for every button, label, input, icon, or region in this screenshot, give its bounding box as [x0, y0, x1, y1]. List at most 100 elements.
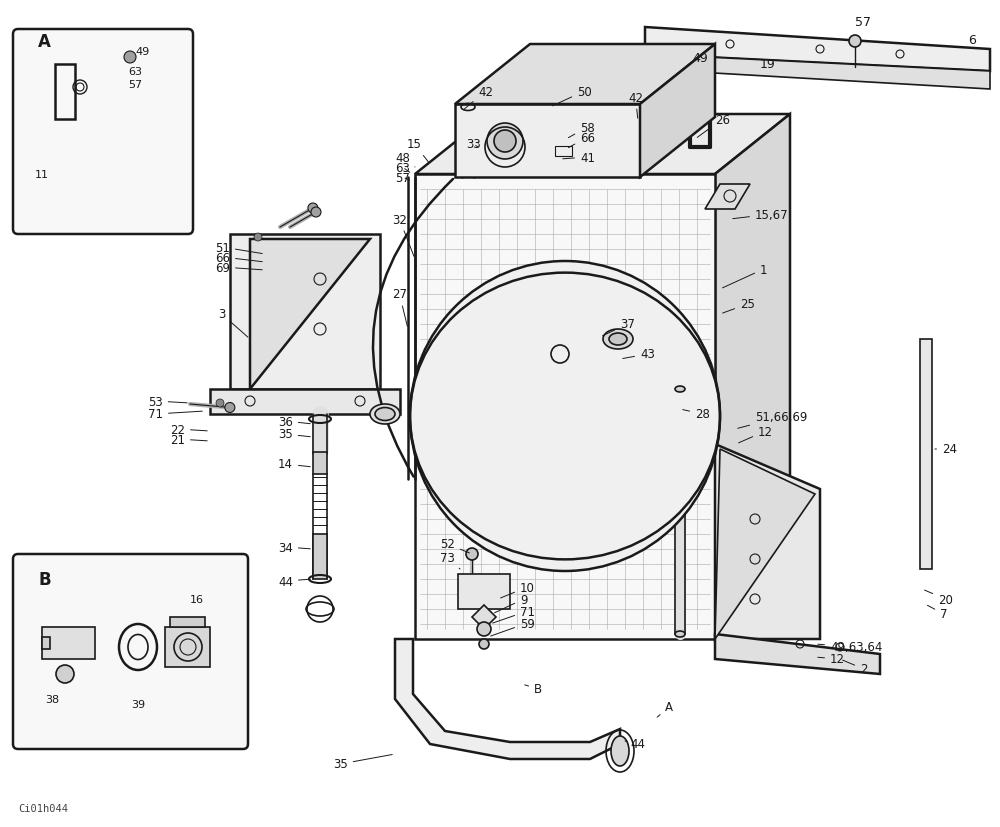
Text: 49: 49: [692, 51, 708, 65]
Polygon shape: [645, 55, 990, 90]
Polygon shape: [170, 617, 205, 627]
Polygon shape: [313, 452, 327, 475]
Text: 42: 42: [628, 92, 643, 119]
Text: 69: 69: [215, 261, 262, 275]
Text: 44: 44: [278, 575, 310, 588]
Text: 19: 19: [760, 59, 776, 71]
Polygon shape: [458, 574, 510, 609]
Text: 12: 12: [818, 653, 845, 666]
Ellipse shape: [611, 736, 629, 766]
Text: 53: 53: [148, 395, 187, 408]
Text: 66: 66: [568, 131, 595, 149]
Circle shape: [466, 548, 478, 561]
Polygon shape: [250, 240, 370, 390]
Text: 39: 39: [131, 699, 145, 709]
Ellipse shape: [675, 631, 685, 638]
Polygon shape: [415, 174, 715, 639]
Text: 34: 34: [278, 541, 310, 554]
Text: 59: 59: [491, 617, 535, 636]
Text: 9: 9: [495, 593, 528, 613]
Text: 73: 73: [440, 551, 460, 569]
Text: 36: 36: [278, 415, 310, 428]
Text: 49,63,64: 49,63,64: [818, 641, 882, 653]
Text: Ci01h044: Ci01h044: [18, 803, 68, 813]
Text: 32: 32: [392, 213, 414, 257]
FancyBboxPatch shape: [13, 30, 193, 235]
Text: A: A: [657, 700, 673, 717]
Text: 49: 49: [135, 47, 149, 57]
Polygon shape: [472, 605, 496, 629]
Ellipse shape: [609, 333, 627, 346]
Ellipse shape: [370, 404, 400, 424]
Text: 6: 6: [968, 33, 976, 46]
Text: 35: 35: [278, 428, 310, 441]
FancyBboxPatch shape: [13, 554, 248, 749]
Polygon shape: [395, 639, 620, 759]
Polygon shape: [455, 105, 640, 178]
Polygon shape: [210, 390, 400, 414]
Text: 63: 63: [395, 161, 410, 174]
Polygon shape: [640, 45, 715, 178]
Text: 63: 63: [128, 67, 142, 77]
Text: 1: 1: [723, 263, 768, 289]
Text: 27: 27: [392, 288, 407, 327]
Text: 15: 15: [407, 138, 428, 163]
Circle shape: [308, 203, 318, 213]
Text: 3: 3: [218, 308, 248, 337]
Circle shape: [56, 665, 74, 683]
Text: 71: 71: [148, 408, 202, 421]
Circle shape: [479, 639, 489, 649]
Ellipse shape: [603, 330, 633, 350]
Text: 51: 51: [215, 241, 262, 254]
Text: 28: 28: [683, 408, 710, 421]
Text: 20: 20: [925, 590, 953, 605]
Polygon shape: [645, 28, 990, 72]
Circle shape: [311, 208, 321, 218]
Polygon shape: [165, 627, 210, 667]
Text: 58: 58: [568, 122, 595, 138]
Text: 42: 42: [464, 85, 493, 110]
Polygon shape: [415, 115, 790, 174]
Text: 12: 12: [739, 425, 773, 443]
Text: 21: 21: [170, 433, 207, 446]
Text: A: A: [38, 33, 51, 51]
Ellipse shape: [675, 386, 685, 393]
Text: 43: 43: [623, 348, 655, 361]
Circle shape: [849, 36, 861, 48]
Polygon shape: [42, 638, 50, 649]
Circle shape: [225, 403, 235, 413]
Text: 57: 57: [855, 16, 871, 28]
Polygon shape: [42, 627, 95, 659]
Text: 10: 10: [501, 581, 535, 598]
Text: 2: 2: [843, 660, 868, 676]
Text: 41: 41: [563, 151, 595, 165]
Text: 22: 22: [170, 423, 207, 436]
Text: 66: 66: [215, 251, 262, 264]
Polygon shape: [715, 634, 880, 674]
Text: 57: 57: [128, 80, 142, 90]
Circle shape: [410, 261, 720, 571]
Text: 16: 16: [190, 595, 204, 605]
Text: 38: 38: [45, 694, 59, 704]
Text: 25: 25: [723, 299, 755, 313]
Text: 26: 26: [697, 113, 730, 138]
Text: B: B: [525, 682, 542, 696]
Text: 15,67: 15,67: [733, 208, 789, 222]
Text: 52: 52: [440, 538, 469, 553]
Polygon shape: [705, 184, 750, 210]
Polygon shape: [920, 340, 932, 569]
Circle shape: [487, 124, 523, 160]
Text: 51,66,69: 51,66,69: [738, 411, 807, 428]
Text: 71: 71: [493, 605, 535, 624]
Circle shape: [216, 399, 224, 408]
Circle shape: [477, 622, 491, 636]
Text: 35: 35: [333, 754, 392, 771]
Text: 44: 44: [625, 738, 645, 751]
Polygon shape: [715, 444, 820, 639]
Text: 57: 57: [395, 171, 410, 184]
Circle shape: [254, 234, 262, 241]
Text: 14: 14: [278, 458, 310, 471]
Text: 37: 37: [603, 318, 635, 337]
Polygon shape: [313, 534, 327, 579]
Text: B: B: [38, 571, 51, 588]
